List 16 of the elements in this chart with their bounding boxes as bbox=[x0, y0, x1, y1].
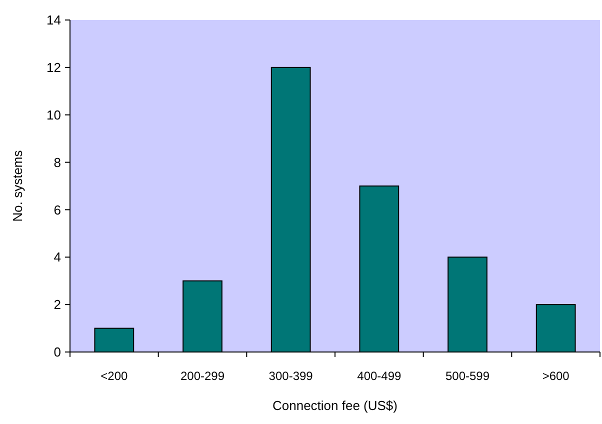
x-tick-label: <200 bbox=[100, 369, 128, 383]
y-tick-label: 2 bbox=[54, 297, 61, 312]
y-axis-title: No. systems bbox=[10, 150, 25, 222]
y-tick-label: 0 bbox=[54, 344, 61, 360]
y-tick-label: 6 bbox=[54, 202, 61, 218]
y-tick-label: 4 bbox=[54, 250, 61, 265]
y-tick-label: 12 bbox=[46, 60, 61, 75]
y-tick-label: 14 bbox=[46, 12, 61, 28]
x-tick-label: 500-599 bbox=[445, 369, 490, 383]
x-tick-label: 300-399 bbox=[268, 369, 314, 383]
x-tick-label: >600 bbox=[542, 369, 570, 383]
x-tick-label: 400-499 bbox=[357, 369, 402, 383]
x-tick-label: 200-299 bbox=[180, 369, 225, 383]
y-tick-label: 8 bbox=[54, 154, 61, 170]
x-axis-title: Connection fee (US$) bbox=[272, 398, 398, 413]
y-tick-label: 10 bbox=[46, 107, 61, 122]
